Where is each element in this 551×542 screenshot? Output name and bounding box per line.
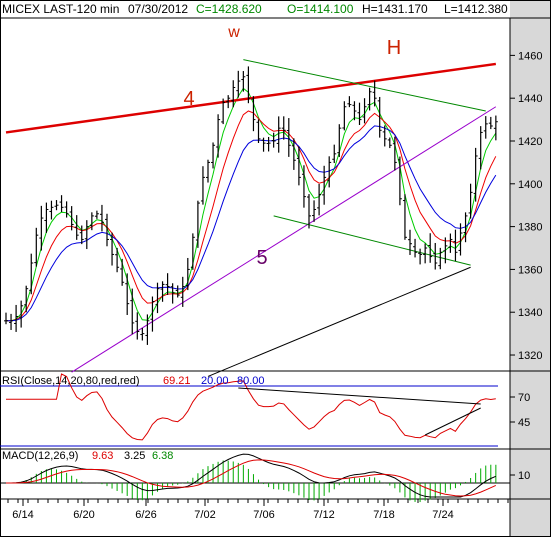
ma-red-line [6,110,497,322]
date-label: 07/30/2012 [128,2,188,16]
macd-value: 9.63 [92,450,113,462]
price-tick-label: 1380 [518,222,542,234]
time-tick-label: 6/26 [135,509,156,521]
rsi-upper-level: 80.00 [237,375,265,387]
time-tick-label: 7/18 [373,509,394,521]
rsi-tick-label: 70 [518,392,530,404]
time-tick-label: 6/20 [73,509,94,521]
overlay-layer [5,59,497,503]
trendline-5 [71,106,497,373]
macd-hist-value: 6.38 [152,450,173,462]
high-label: H=1431.170 [362,2,428,16]
price-tick-label: 1320 [518,350,542,362]
annotation-5: 5 [256,247,267,269]
rsi-title: RSI(Close,14,20,80,red,red) [2,375,140,387]
channel-lower-line [273,215,471,266]
time-tick-label: 7/06 [253,509,274,521]
price-tick-label: 1340 [518,307,542,319]
low-label: L=1412.380 [444,2,508,16]
rsi-trendline [424,407,481,436]
price-bars [4,66,498,345]
support-trendline [207,266,471,377]
annotation-h: H [387,37,401,59]
rsi-trendline [238,387,481,405]
price-tick-label: 1440 [518,93,542,105]
price-tick-label: 1400 [518,179,542,191]
rsi-value: 69.21 [163,375,191,387]
annotation-4: 4 [183,88,194,110]
rsi-line [6,373,496,441]
rsi-lower-level: 20.00 [201,375,229,387]
symbol-label: MICEX LAST-120 min [2,2,119,16]
ma-blue-line [6,125,497,322]
trendline-4 [5,62,497,134]
macd-signal-line [6,459,497,497]
annotation-w: w [227,24,240,41]
channel-upper-line [243,59,486,112]
macd-signal-value: 3.25 [124,450,145,462]
price-tick-label: 1360 [518,264,542,276]
rsi-tick-label: 45 [518,417,530,429]
macd-title: MACD(12,26,9) [2,450,78,462]
macd-tick-label: 10 [518,470,530,482]
time-tick-label: 6/14 [12,509,33,521]
time-tick-label: 7/24 [432,509,453,521]
right-panel [510,0,551,537]
price-tick-label: 1460 [518,50,542,62]
price-tick-label: 1420 [518,136,542,148]
open-label: O=1414.100 [287,2,354,16]
close-label: C=1428.620 [196,2,262,16]
time-tick-label: 7/12 [313,509,334,521]
time-tick-label: 7/02 [194,509,215,521]
